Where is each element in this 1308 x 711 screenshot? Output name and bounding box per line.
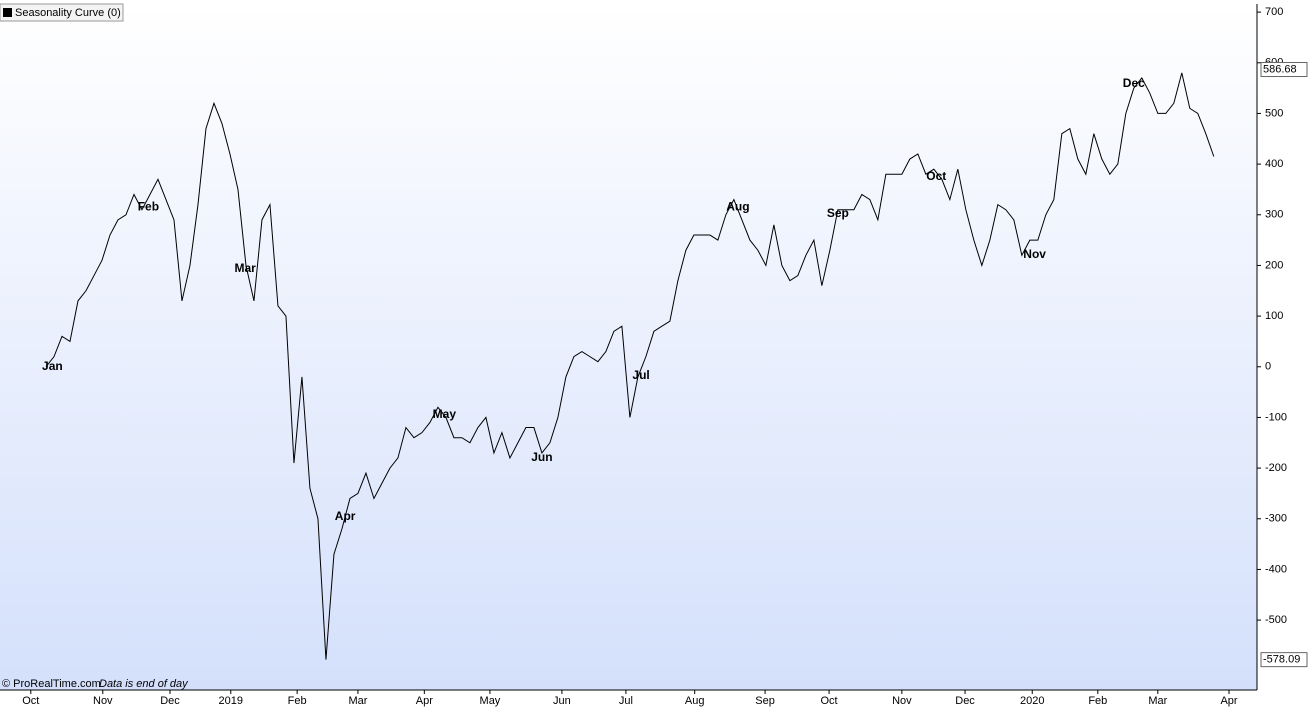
x-tick-label: Sep bbox=[755, 695, 775, 707]
y-tick-label: 700 bbox=[1265, 6, 1283, 18]
x-tick-label: Nov bbox=[892, 695, 912, 707]
y-tick-label: 0 bbox=[1265, 361, 1271, 373]
legend-swatch bbox=[3, 8, 12, 17]
plot-area bbox=[0, 4, 1257, 690]
month-annotation: Sep bbox=[827, 206, 849, 220]
x-tick-label: Mar bbox=[348, 695, 367, 707]
x-tick-label: May bbox=[480, 695, 501, 707]
legend: Seasonality Curve (0) bbox=[0, 3, 124, 22]
x-tick-label: Oct bbox=[821, 695, 838, 707]
y-tick-label: 300 bbox=[1265, 209, 1283, 221]
month-annotation: Oct bbox=[926, 169, 946, 183]
axis-marker-label: -578.09 bbox=[1263, 654, 1300, 666]
month-annotation: Nov bbox=[1023, 247, 1046, 261]
x-tick-label: 2020 bbox=[1020, 695, 1044, 707]
x-tick-label: 2019 bbox=[219, 695, 243, 707]
x-tick-label: Jun bbox=[553, 695, 571, 707]
series-line bbox=[45, 72, 1215, 660]
x-tick-label: Feb bbox=[1088, 695, 1107, 707]
y-tick-label: -500 bbox=[1265, 614, 1287, 626]
axis-marker-label: 586.68 bbox=[1263, 63, 1297, 75]
x-tick-label: Oct bbox=[22, 695, 39, 707]
legend-label: Seasonality Curve (0) bbox=[15, 7, 121, 19]
x-tick-label: Dec bbox=[160, 695, 180, 707]
x-tick-label: Aug bbox=[685, 695, 705, 707]
month-annotation: Jul bbox=[632, 368, 649, 382]
x-tick-label: Mar bbox=[1148, 695, 1167, 707]
month-annotation: Apr bbox=[335, 509, 356, 523]
y-tick-label: -400 bbox=[1265, 563, 1287, 575]
x-tick-label: Feb bbox=[288, 695, 307, 707]
month-annotation: Dec bbox=[1123, 76, 1145, 90]
month-annotation: Jun bbox=[531, 450, 552, 464]
legend-box bbox=[0, 3, 124, 22]
month-annotation: Feb bbox=[138, 199, 159, 213]
x-tick-label: Dec bbox=[955, 695, 975, 707]
x-tick-label: Jul bbox=[619, 695, 633, 707]
y-tick-label: -300 bbox=[1265, 513, 1287, 525]
footer-note: Data is end of day bbox=[99, 678, 189, 690]
axis-marker-box bbox=[1260, 62, 1308, 78]
x-tick-label: Nov bbox=[93, 695, 113, 707]
month-annotation: Jan bbox=[42, 359, 63, 373]
axis-marker-box bbox=[1260, 652, 1308, 668]
y-tick-label: 200 bbox=[1265, 259, 1283, 271]
month-annotation: Aug bbox=[726, 199, 749, 213]
y-tick-label: 100 bbox=[1265, 310, 1283, 322]
y-tick-label: -200 bbox=[1265, 462, 1287, 474]
x-tick-label: Apr bbox=[1220, 695, 1237, 707]
month-annotation: May bbox=[433, 407, 457, 421]
y-tick-label: 500 bbox=[1265, 107, 1283, 119]
month-annotation: Mar bbox=[234, 261, 256, 275]
y-tick-label: 400 bbox=[1265, 158, 1283, 170]
y-tick-label: -100 bbox=[1265, 411, 1287, 423]
footer-source: © ProRealTime.com bbox=[2, 678, 101, 690]
x-tick-label: Apr bbox=[416, 695, 433, 707]
